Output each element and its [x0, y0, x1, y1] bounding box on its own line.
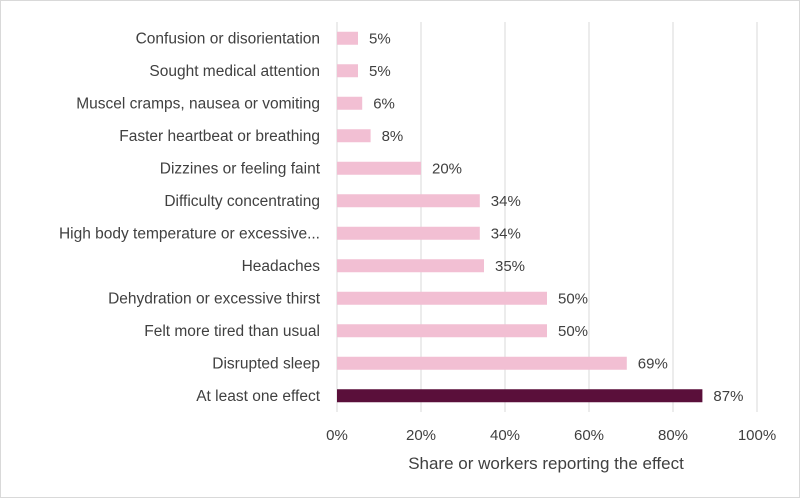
x-tick-label: 80%	[658, 427, 688, 444]
value-label: 6%	[373, 95, 395, 112]
bar	[337, 356, 627, 370]
category-label: Confusion or disorientation	[136, 30, 320, 47]
bar	[337, 64, 358, 78]
category-label: Disrupted sleep	[212, 355, 320, 372]
bar	[337, 161, 421, 175]
bar	[337, 31, 358, 45]
category-label: High body temperature or excessive...	[59, 225, 320, 242]
category-labels: Confusion or disorientation Sought medica…	[59, 30, 321, 405]
x-tick-label: 40%	[490, 427, 520, 444]
x-tick-label: 20%	[406, 427, 436, 444]
bar	[337, 291, 547, 305]
x-tick-label: 100%	[738, 427, 776, 444]
bar	[337, 259, 484, 273]
value-label: 8%	[382, 128, 404, 145]
bar	[337, 226, 480, 240]
bar	[337, 129, 371, 143]
bar	[337, 194, 480, 208]
value-label: 69%	[638, 355, 668, 372]
gridlines	[336, 22, 758, 412]
value-label: 5%	[369, 63, 391, 80]
value-labels: 5% 5% 6% 8% 20% 34% 34% 35% 50% 50% 69% 87%	[369, 30, 743, 405]
category-label: Muscel cramps, nausea or vomiting	[76, 95, 320, 112]
x-tick-label: 60%	[574, 427, 604, 444]
category-label: Difficulty concentrating	[164, 193, 320, 210]
value-label: 50%	[558, 323, 588, 340]
bar	[337, 389, 703, 403]
value-label: 87%	[713, 388, 743, 405]
category-label: Dizzines or feeling faint	[160, 160, 321, 177]
category-label: At least one effect	[196, 388, 320, 405]
category-label: Headaches	[242, 258, 321, 275]
x-tick-label: 0%	[326, 427, 348, 444]
value-label: 50%	[558, 290, 588, 307]
x-axis-title: Share or workers reporting the effect	[408, 454, 684, 473]
value-label: 34%	[491, 193, 521, 210]
bar	[337, 324, 547, 338]
value-label: 20%	[432, 160, 462, 177]
category-label: Felt more tired than usual	[144, 323, 320, 340]
category-label: Sought medical attention	[149, 63, 320, 80]
bar	[337, 96, 363, 110]
category-label: Faster heartbeat or breathing	[119, 128, 320, 145]
category-label: Dehydration or excessive thirst	[108, 290, 321, 307]
value-label: 5%	[369, 30, 391, 47]
bars	[337, 31, 703, 403]
value-label: 34%	[491, 225, 521, 242]
value-label: 35%	[495, 258, 525, 275]
x-tick-labels: 0% 20% 40% 60% 80% 100%	[326, 427, 776, 444]
